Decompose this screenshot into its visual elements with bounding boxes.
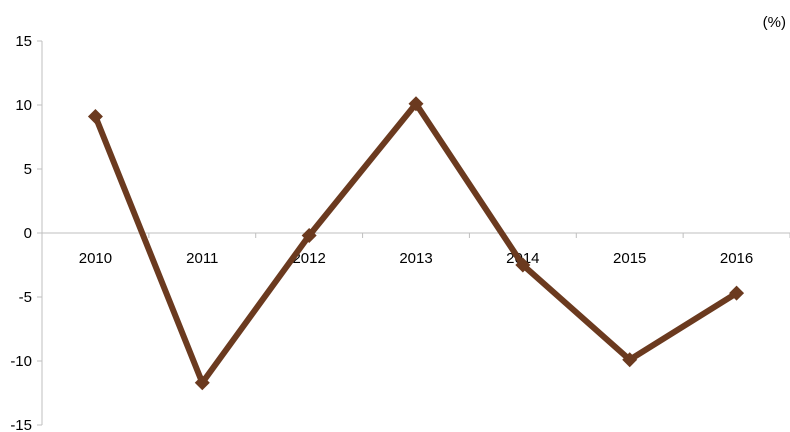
x-tick-label: 2016 — [720, 250, 753, 267]
x-tick-label: 2012 — [292, 250, 325, 267]
y-tick-label: -5 — [19, 289, 32, 306]
data-point-marker — [408, 96, 424, 112]
y-tick-label: 15 — [15, 33, 32, 50]
data-point-marker — [515, 257, 531, 273]
x-tick-label: 2010 — [79, 250, 112, 267]
data-point-marker — [622, 352, 638, 368]
unit-label: (%) — [763, 14, 786, 31]
y-tick-label: 5 — [24, 161, 32, 178]
y-tick-label: 0 — [24, 225, 32, 242]
y-tick-label: 10 — [15, 97, 32, 114]
x-tick-label: 2015 — [613, 250, 646, 267]
y-tick-label: -10 — [10, 353, 32, 370]
x-tick-label: 2011 — [186, 250, 218, 267]
data-point-marker — [729, 285, 745, 301]
x-tick-label: 2013 — [399, 250, 432, 267]
data-point-marker — [301, 228, 317, 244]
data-point-marker — [87, 109, 103, 125]
y-axis: 15 10 5 0 -5 -10 -15 — [10, 33, 43, 432]
data-point-marker — [194, 375, 210, 391]
y-tick-label: -15 — [10, 417, 32, 432]
series-group — [87, 96, 745, 391]
series-line — [92, 100, 739, 386]
